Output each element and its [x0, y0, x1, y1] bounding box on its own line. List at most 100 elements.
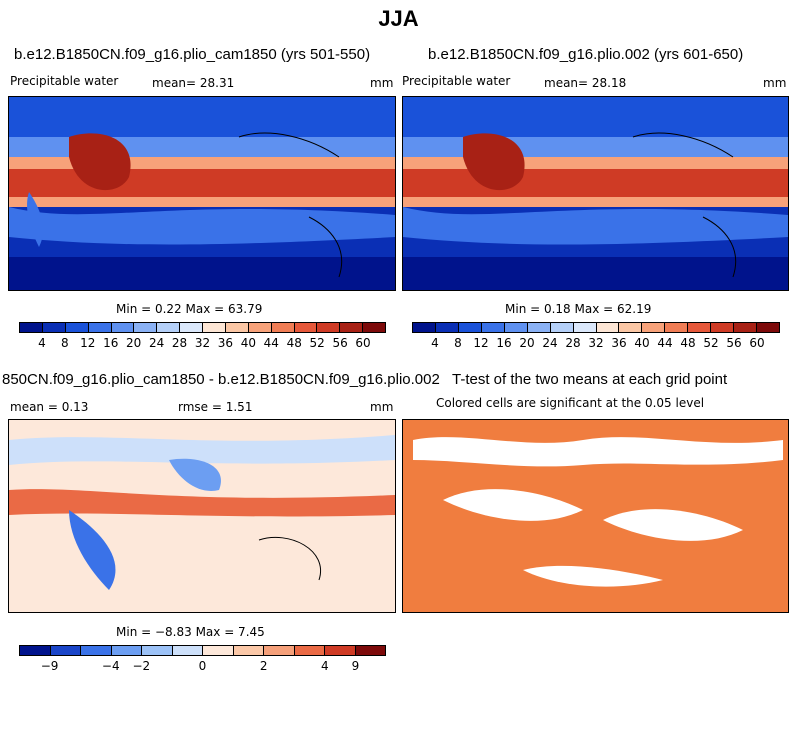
- colorbar-tick-label: 40: [240, 336, 257, 350]
- colorbar-swatch: [88, 323, 112, 332]
- colorbar-tick-label: −4: [101, 659, 120, 673]
- panel1-colorbar-labels: 4 8 12 16 20 24 28 32 36 40 44 48 52 56 60: [19, 336, 386, 350]
- panel1-variable: Precipitable water: [10, 74, 119, 88]
- colorbar-tick-label: −2: [132, 659, 151, 673]
- panel1-stats: Min = 0.22 Max = 63.79: [116, 302, 263, 316]
- panel2-stats: Min = 0.18 Max = 62.19: [505, 302, 652, 316]
- colorbar-swatch: [688, 323, 712, 332]
- panel2-colorbar: [412, 322, 780, 333]
- colorbar-swatch: [233, 646, 264, 655]
- colorbar-tick-label: 16: [496, 336, 512, 350]
- panel3-units: mm: [370, 400, 394, 414]
- colorbar-swatch: [527, 323, 551, 332]
- colorbar-swatch: [294, 646, 325, 655]
- colorbar-swatch: [134, 323, 158, 332]
- colorbar-tick-label: 20: [126, 336, 142, 350]
- colorbar-swatch: [363, 323, 385, 332]
- colorbar-swatch: [271, 323, 295, 332]
- colorbar-swatch: [180, 323, 203, 332]
- panel3-map: [8, 419, 396, 613]
- colorbar-tick-label: 40: [634, 336, 650, 350]
- colorbar-swatch: [413, 323, 436, 332]
- colorbar-swatch: [642, 323, 666, 332]
- colorbar-swatch: [111, 323, 135, 332]
- panel2-map: [402, 96, 789, 291]
- panel2-mean: mean= 28.18: [544, 76, 627, 90]
- colorbar-swatch: [596, 323, 620, 332]
- colorbar-swatch: [157, 323, 181, 332]
- page-title: JJA: [378, 6, 419, 31]
- colorbar-swatch: [225, 323, 249, 332]
- panel3-mean: mean = 0.13: [10, 400, 89, 414]
- colorbar-swatch: [550, 323, 574, 332]
- colorbar-tick-label: 24: [148, 336, 165, 350]
- colorbar-swatch: [619, 323, 643, 332]
- colorbar-tick-label: 32: [194, 336, 211, 350]
- colorbar-tick-label: 12: [473, 336, 489, 350]
- panel4-subtitle: Colored cells are significant at the 0.0…: [436, 396, 705, 410]
- colorbar-tick-label: 28: [565, 336, 581, 350]
- panel1-mean: mean= 28.31: [152, 76, 235, 90]
- colorbar-tick-label: 12: [80, 336, 96, 350]
- colorbar-swatch: [665, 323, 689, 332]
- colorbar-tick-label: 52: [309, 336, 325, 350]
- colorbar-tick-label: −9: [40, 659, 59, 673]
- panel4-map: [402, 419, 789, 613]
- colorbar-tick-label: 36: [217, 336, 234, 350]
- colorbar-swatch: [248, 323, 272, 332]
- colorbar-swatch: [111, 646, 142, 655]
- colorbar-tick-label: 20: [519, 336, 535, 350]
- panel2-units: mm: [763, 76, 787, 90]
- colorbar-tick-label: 0: [198, 659, 207, 673]
- panel1-map: [8, 96, 396, 291]
- colorbar-swatch: [573, 323, 597, 332]
- colorbar-swatch: [203, 323, 226, 332]
- colorbar-tick-label: 56: [726, 336, 742, 350]
- colorbar-tick-label: 24: [542, 336, 558, 350]
- colorbar-tick-label: 48: [680, 336, 696, 350]
- panel3-colorbar-labels: −9 −4 −2 0 2 4 9: [19, 659, 386, 673]
- colorbar-swatch: [203, 646, 234, 655]
- colorbar-swatch: [458, 323, 482, 332]
- colorbar-swatch: [142, 646, 173, 655]
- colorbar-swatch: [435, 323, 459, 332]
- colorbar-tick-label: 36: [611, 336, 627, 350]
- colorbar-swatch: [42, 323, 66, 332]
- panel1-units: mm: [370, 76, 394, 90]
- colorbar-tick-label: 32: [588, 336, 604, 350]
- colorbar-swatch: [504, 323, 528, 332]
- colorbar-swatch: [325, 646, 356, 655]
- colorbar-tick-label: 16: [103, 336, 119, 350]
- colorbar-swatch: [294, 323, 318, 332]
- colorbar-tick-label: 9: [351, 659, 360, 673]
- colorbar-tick-label: 4: [321, 659, 329, 673]
- colorbar-tick-label: 8: [61, 336, 69, 350]
- colorbar-swatch: [317, 323, 341, 332]
- colorbar-swatch: [711, 323, 735, 332]
- panel2-title: b.e12.B1850CN.f09_g16.plio.002 (yrs 601-…: [428, 46, 744, 63]
- colorbar-tick-label: 8: [454, 336, 462, 350]
- colorbar-swatch: [340, 323, 364, 332]
- colorbar-tick-label: 60: [749, 336, 765, 350]
- panel3-colorbar: [19, 645, 386, 656]
- panel2-variable: Precipitable water: [402, 74, 511, 88]
- colorbar-swatch: [20, 323, 43, 332]
- colorbar-swatch: [50, 646, 81, 655]
- panel3-rmse: rmse = 1.51: [178, 400, 253, 414]
- colorbar-swatch: [20, 646, 51, 655]
- colorbar-swatch: [757, 323, 779, 332]
- panel1-title: b.e12.B1850CN.f09_g16.plio_cam1850 (yrs …: [14, 46, 371, 63]
- colorbar-swatch: [481, 323, 505, 332]
- colorbar-tick-label: 52: [703, 336, 719, 350]
- panel2-colorbar-labels: 4 8 12 16 20 24 28 32 36 40 44 48 52 56 60: [412, 336, 780, 350]
- colorbar-swatch: [65, 323, 89, 332]
- colorbar-tick-label: 4: [431, 336, 439, 350]
- panel3-title: 850CN.f09_g16.plio_cam1850 - b.e12.B1850…: [2, 371, 440, 388]
- colorbar-tick-label: 2: [259, 659, 268, 673]
- colorbar-swatch: [355, 646, 385, 655]
- colorbar-swatch: [734, 323, 758, 332]
- colorbar-tick-label: 56: [332, 336, 348, 350]
- colorbar-tick-label: 44: [657, 336, 673, 350]
- colorbar-tick-label: 28: [171, 336, 188, 350]
- colorbar-swatch: [264, 646, 295, 655]
